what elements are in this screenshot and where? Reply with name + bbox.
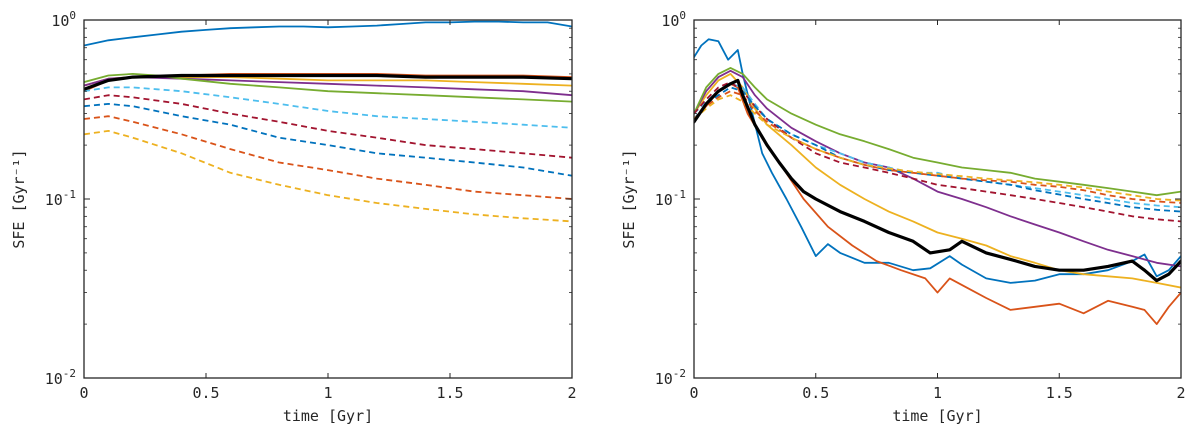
left-series-line-9 [84, 129, 572, 223]
right-series-line-2 [694, 73, 1181, 289]
left-x-tick-label-0: 0 [79, 384, 88, 402]
y-tick-base: 10 [51, 12, 69, 30]
left-series-line-4 [84, 73, 572, 103]
left-series-line-0 [84, 20, 572, 47]
right-series-line-0 [694, 38, 1181, 284]
right-y-axis-label: SFE [Gyr⁻¹] [620, 149, 638, 248]
y-tick-exponent: 0 [679, 9, 686, 22]
right-x-tick-label-3: 1.5 [1046, 384, 1073, 402]
left-series-line-10 [84, 73, 572, 91]
plot-area [84, 20, 572, 223]
right-series-line-6 [694, 81, 1181, 223]
right-series-line-10 [694, 78, 1181, 283]
left-series-line-7 [84, 103, 572, 177]
left-x-tick-label-3: 1.5 [436, 384, 463, 402]
left-x-tick-label-1: 0.5 [192, 384, 219, 402]
left-series-line-6 [84, 94, 572, 159]
y-tick-exponent: -1 [673, 188, 686, 201]
y-tick-exponent: -2 [673, 367, 686, 380]
y-tick-base: 10 [45, 370, 63, 388]
y-tick-base: 10 [661, 12, 679, 30]
left-y-axis-label: SFE [Gyr⁻¹] [10, 149, 28, 248]
right-series-line-3 [694, 69, 1181, 268]
y-tick-base: 10 [45, 191, 63, 209]
right-y-tick-label-1: 10-1 [655, 188, 686, 209]
right-series-line-1 [694, 82, 1181, 326]
y-tick-base: 10 [655, 370, 673, 388]
left-x-tick-label-4: 2 [567, 384, 576, 402]
left-y-tick-label-0: 10-2 [45, 367, 76, 388]
y-tick-exponent: -2 [63, 367, 76, 380]
y-tick-exponent: 0 [69, 9, 76, 22]
right-x-tick-label-4: 2 [1176, 384, 1185, 402]
right-series-line-4 [694, 67, 1181, 197]
left-y-tick-label-2: 100 [51, 9, 76, 30]
left-x-axis-label: time [Gyr] [283, 407, 373, 425]
left-y-tick-label-1: 10-1 [45, 188, 76, 209]
right-series-line-7 [694, 86, 1181, 213]
right-series-line-9 [694, 94, 1181, 202]
y-tick-base: 10 [655, 191, 673, 209]
right-y-tick-label-2: 100 [661, 9, 686, 30]
left-series-line-8 [84, 115, 572, 200]
left-series-line-5 [84, 86, 572, 129]
right-y-tick-label-0: 10-2 [655, 367, 686, 388]
right-x-axis-label: time [Gyr] [892, 407, 982, 425]
plot-area [694, 38, 1181, 326]
right-x-tick-label-2: 1 [933, 384, 942, 402]
right-x-tick-label-1: 0.5 [802, 384, 829, 402]
y-tick-exponent: -1 [63, 188, 76, 201]
left-x-tick-label-2: 1 [323, 384, 332, 402]
right-x-tick-label-0: 0 [689, 384, 698, 402]
